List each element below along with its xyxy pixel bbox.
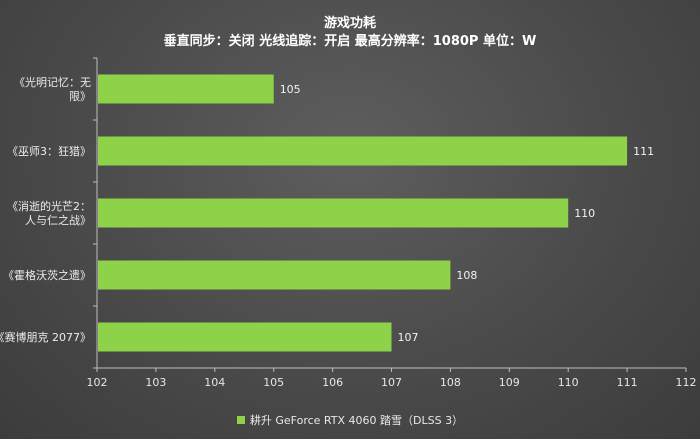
legend-label: 耕升 GeForce RTX 4060 踏雪（DLSS 3） [249,414,464,427]
category-label: 《消逝的光芒2：人与仁之战》 [7,199,91,227]
category-label-line: 限》 [69,90,91,103]
data-label: 110 [574,207,595,220]
data-label: 111 [633,145,654,158]
bar [98,74,274,104]
category-label: 《赛博朋克 2077》 [0,330,91,344]
category-label: 《霍格沃茨之遗》 [3,268,91,282]
data-label: 107 [398,331,419,344]
category-label: 《巫师3：狂猎》 [7,144,91,158]
bar [98,322,392,352]
x-tick-label: 110 [558,376,579,389]
x-tick-label: 105 [263,376,284,389]
chart-legend: 耕升 GeForce RTX 4060 踏雪（DLSS 3） [0,412,700,428]
category-label-line: 《赛博朋克 2077》 [0,330,91,344]
chart-title: 游戏功耗 [323,16,376,31]
x-tick-label: 108 [440,376,461,389]
bar [98,198,569,228]
x-tick-label: 102 [87,376,108,389]
x-tick-label: 103 [145,376,166,389]
legend-swatch [236,416,245,424]
category-label-line: 《巫师3：狂猎》 [7,144,91,158]
x-tick-label: 111 [617,376,638,389]
category-label-line: 人与仁之战》 [25,213,91,227]
category-label-line: 《光明记忆：无 [14,75,91,89]
data-label: 108 [456,269,477,282]
category-label-line: 《霍格沃茨之遗》 [3,268,91,282]
x-tick-label: 104 [204,376,225,389]
x-tick-label: 109 [499,376,520,389]
x-tick-label: 112 [676,376,697,389]
category-label-line: 《消逝的光芒2： [7,199,91,213]
bar [98,136,628,166]
chart-subtitle: 垂直同步：关闭 光线追踪：开启 最高分辨率：1080P 单位：W [163,34,537,49]
category-label: 《光明记忆：无限》 [14,75,91,103]
x-tick-label: 106 [322,376,343,389]
bar [98,260,451,290]
x-tick-label: 107 [381,376,402,389]
data-label: 105 [280,83,301,96]
